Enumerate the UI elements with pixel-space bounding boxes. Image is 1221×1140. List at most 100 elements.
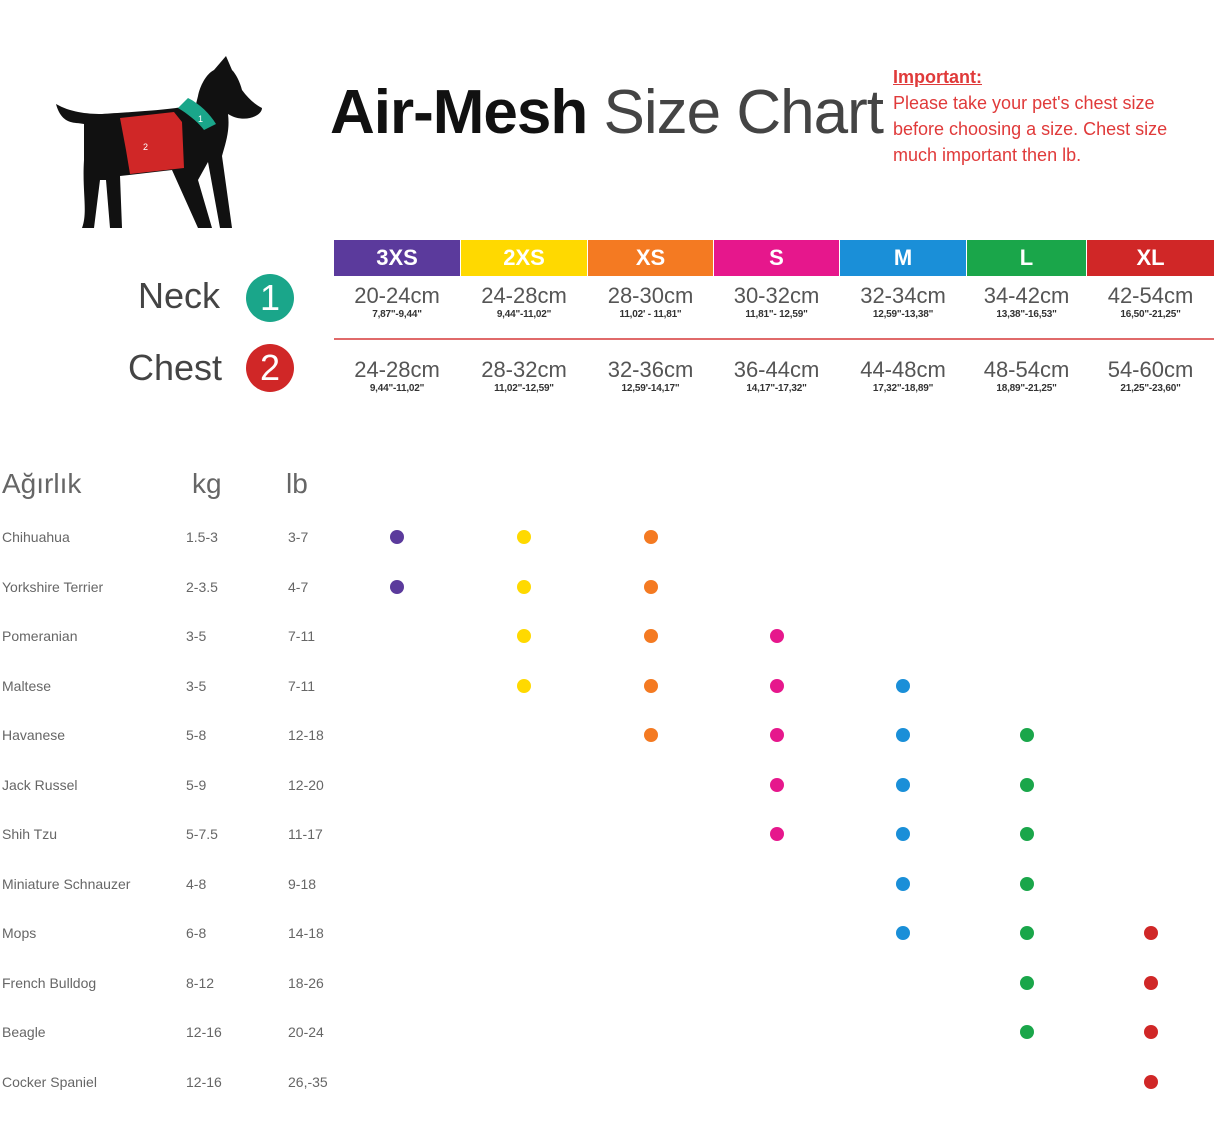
breed-name: Shih Tzu [2,826,57,842]
breed-name: French Bulldog [2,974,97,991]
col-head-lb: lb [286,468,308,499]
neck-inch-m: 12,59"-13,38" [872,309,934,320]
fit-dot-l [1019,926,1034,940]
chest-inch-3xs: 9,44"-11,02" [369,383,425,394]
chest-cell-m: 44-48cm 17,32"-18,89" [840,358,966,396]
chest-cm-s: 36-44cm [733,357,820,382]
fit-dot-2xs [517,530,531,544]
breed-name: Yorkshire Terrier [2,578,104,595]
breed-name: Maltese [2,677,52,694]
chest-inch-xl: 21,25"-23,60" [1120,383,1181,394]
neck-cell-m: 32-34cm 12,59"-13,38" [840,284,966,322]
breed-name: Cocker Spaniel [2,1073,97,1090]
breed-lb: 14-18 [288,925,324,941]
legend-neck-label: Neck [138,275,221,316]
neck-inch-xl: 16,50"-21,25" [1120,309,1181,320]
size-header-xs: XS [588,240,713,276]
fit-dot-m [896,728,910,742]
harness-shape [120,112,184,174]
fit-dot-m [896,876,910,891]
chest-cell-xs: 32-36cm 12,59'-14,17" [588,358,713,396]
fit-dot-l [1019,1025,1034,1039]
chest-cell-2xs: 28-32cm 11,02"-12,59" [461,358,587,396]
breed-lb: 11-17 [288,826,323,842]
fit-dot-xs [643,728,658,742]
fit-dot-3xs [390,579,404,594]
breed-lb: 18-26 [288,974,324,991]
harness-badge-2: 2 [143,142,148,152]
neck-cm-2xs: 24-28cm [481,283,567,308]
neck-cm-3xs: 20-24cm [354,283,440,308]
fit-dot-3xs [390,530,404,544]
breed-kg: 8-12 [186,974,215,991]
neck-inch-l: 13,38"-16,53" [996,309,1057,320]
fit-dot-2xs [517,579,531,594]
fit-dot-l [1019,876,1034,891]
chest-inch-m: 17,32"-18,89" [872,383,934,394]
fit-dot-m [896,777,910,792]
fit-dot-l [1019,827,1034,841]
breed-kg: 4-8 [186,875,207,892]
neck-cm-s: 30-32cm [733,283,820,308]
important-heading: Important: [893,67,982,87]
breed-lb: 4-7 [288,578,309,595]
fit-dot-xs [643,530,658,544]
breed-lb: 3-7 [288,529,309,545]
fit-dot-s [769,728,784,742]
important-line-2: before choosing a size. Chest size [893,119,1168,139]
neck-cell-2xs: 24-28cm 9,44"-11,02" [461,284,587,322]
size-header-2xs: 2XS [461,240,587,276]
neck-inch-xs: 11,02' - 11,81" [619,309,682,320]
breed-lb: 7-11 [288,677,315,694]
size-header-m: M [840,240,966,276]
chest-cell-xl: 54-60cm 21,25"-23,60" [1087,358,1214,396]
breed-name: Jack Russel [2,776,78,793]
breed-lb: 9-18 [288,875,317,892]
fit-dot-xl [1143,1074,1158,1089]
legend-chest-badge: 2 [246,344,294,392]
size-header-xl: XL [1087,240,1214,276]
important-line-3: much important then lb. [893,145,1082,165]
breed-kg: 6-8 [186,925,207,941]
chest-inch-s: 14,17"-17,32" [746,383,807,394]
chest-cell-s: 36-44cm 14,17"-17,32" [714,358,839,396]
fit-dot-m [896,678,910,693]
breed-kg: 5-7.5 [186,826,218,842]
legend-neck-badge: 1 [246,274,294,322]
fit-dot-l [1019,975,1034,990]
breed-kg: 12-16 [186,1073,222,1090]
page-title: Air-Mesh Size Chart [330,82,884,144]
fit-dot-m [896,926,910,940]
size-header-3xs: 3XS [334,240,460,276]
chest-cm-2xs: 28-32cm [481,357,567,382]
fit-dot-xs [643,629,658,643]
neck-cell-l: 34-42cm 13,38"-16,53" [967,284,1086,322]
neck-inch-s: 11,81"- 12,59" [745,309,808,320]
fit-dot-s [769,629,784,643]
neck-cm-l: 34-42cm [983,283,1070,308]
breed-kg: 12-16 [186,1024,222,1040]
chest-cm-xs: 32-36cm [607,357,694,382]
breed-kg: 5-9 [186,776,207,793]
neck-cm-xs: 28-30cm [607,283,694,308]
neck-cm-xl: 42-54cm [1107,283,1194,308]
breed-lb: 20-24 [288,1024,324,1040]
collar-badge-1: 1 [198,114,203,124]
fit-dot-l [1019,728,1034,742]
dog-harness-illustration: 2 1 [56,56,262,228]
breed-lb: 26,-35 [288,1073,328,1090]
size-header-l: L [967,240,1086,276]
chest-cm-3xs: 24-28cm [354,357,440,382]
chest-cm-m: 44-48cm [860,357,946,382]
neck-chest-divider [334,338,1214,340]
breed-lb: 12-20 [288,776,324,793]
fit-dot-xl [1143,975,1158,990]
neck-cell-xs: 28-30cm 11,02' - 11,81" [588,284,713,322]
neck-cell-xl: 42-54cm 16,50"-21,25" [1087,284,1214,322]
size-header-s: S [714,240,839,276]
breed-kg: 3-5 [186,628,207,644]
legend-chest-label: Chest [128,347,223,388]
fit-dot-s [769,827,784,841]
fit-dot-xl [1143,1025,1158,1039]
title-bold: Air-Mesh [330,78,588,147]
